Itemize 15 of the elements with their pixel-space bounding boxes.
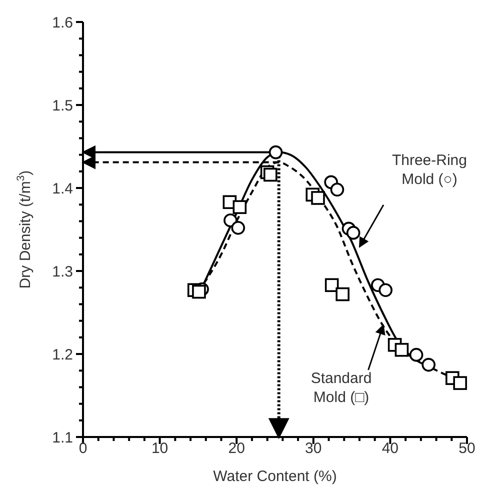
x-tick-label: 40	[382, 440, 399, 457]
y-tick-label: 1.1	[52, 429, 73, 446]
x-tick-label: 20	[228, 440, 245, 457]
x-tick-label: 30	[305, 440, 322, 457]
annotation: Standard Mold (□)	[310, 370, 372, 406]
y-tick-label: 1.6	[52, 14, 73, 32]
x-tick-label: 10	[151, 440, 168, 457]
annotation: Three-Ring Mold (○)	[392, 152, 467, 188]
y-tick-label: 1.3	[52, 263, 73, 280]
y-tick-label: 1.5	[52, 97, 73, 114]
x-tick-label: 50	[458, 440, 476, 457]
y-tick-label: 1.2	[52, 346, 73, 364]
x-tick-label: 0	[78, 440, 88, 457]
y-tick-label: 1.4	[52, 180, 73, 198]
x-axis-title: Water Content (%)	[213, 468, 337, 485]
